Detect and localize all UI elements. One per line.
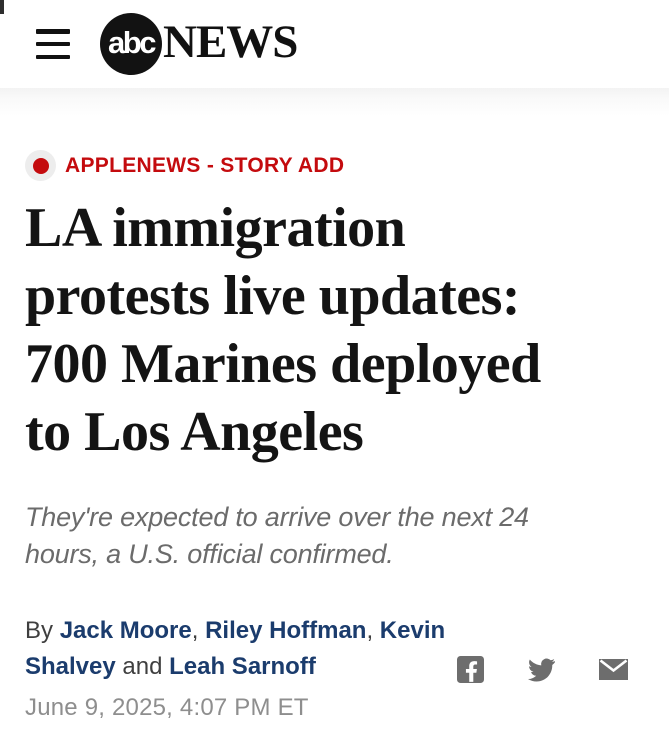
subtitle-line: They're expected to arrive over the next… [25,502,529,532]
byline-separator: , [191,617,199,644]
app-header: abc NEWS [0,0,669,88]
article-subtitle: They're expected to arrive over the next… [25,499,644,573]
abc-logo-text: abc [108,25,156,60]
headline-line: to Los Angeles [25,401,364,463]
share-toolbar [457,656,628,683]
abc-logo-icon: abc [100,13,162,75]
story-tag-label: APPLENEWS - STORY ADD [65,153,345,177]
author-link-leah-sarnoff[interactable]: Leah Sarnoff [169,653,316,680]
article: APPLENEWS - STORY ADD LA immigration pro… [0,150,669,722]
author-link-jack-moore[interactable]: Jack Moore [59,617,192,644]
email-icon [599,659,628,680]
story-tag: APPLENEWS - STORY ADD [25,150,644,181]
page-title: LA immigration protests live updates: 70… [25,194,644,466]
twitter-share-button[interactable] [525,656,558,683]
byline-row: By Jack Moore, Riley Hoffman, Kevin Shal… [25,613,644,685]
headline-line: LA immigration [25,197,406,259]
headline-line: protests live updates: [25,265,521,327]
publish-date: June 9, 2025, 4:07 PM ET [25,694,309,721]
facebook-share-button[interactable] [457,656,484,683]
byline-separator: , [366,617,374,644]
facebook-icon [457,656,484,683]
author-link-riley-hoffman[interactable]: Riley Hoffman [205,617,367,644]
twitter-icon [528,658,555,682]
author-link-kevin-shalvey[interactable]: Kevin Shalvey [25,617,446,680]
live-dot-icon [25,150,56,181]
screen-corner-artifact [0,0,4,14]
abc-news-logo[interactable]: abc NEWS [100,13,298,75]
menu-button[interactable] [36,29,70,59]
subtitle-line: hours, a U.S. official confirmed. [25,539,394,569]
byline-conjunction: and [122,653,163,680]
headline-line: 700 Marines deployed [25,333,541,395]
byline-prefix: By [25,617,54,644]
hamburger-icon [36,29,70,34]
email-share-button[interactable] [599,659,628,680]
header-divider [0,88,669,116]
news-logo-text: NEWS [163,15,298,68]
byline: By Jack Moore, Riley Hoffman, Kevin Shal… [25,613,457,685]
